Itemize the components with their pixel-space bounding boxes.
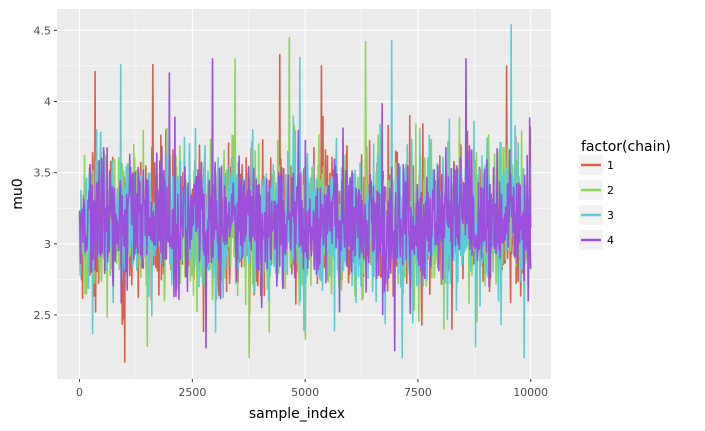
- y-tick-label: 2.5: [34, 309, 52, 322]
- y-axis-ticks: 2.5 3 3.5 4 4.5: [34, 24, 57, 322]
- y-tick-label: 3: [44, 238, 51, 251]
- legend: factor(chain) 1 2 3 4: [579, 139, 671, 250]
- x-tick-label: 10000: [513, 386, 548, 399]
- series-layer: [78, 23, 532, 363]
- y-tick-label: 4: [44, 96, 51, 109]
- legend-label-3: 3: [607, 209, 614, 222]
- x-tick-label: 2500: [178, 386, 206, 399]
- x-axis-ticks: 0 2500 5000 7500 10000: [76, 379, 548, 399]
- legend-items: 1 2 3 4: [579, 155, 614, 250]
- series-4-trace: [78, 58, 532, 352]
- legend-title: factor(chain): [581, 139, 671, 155]
- legend-label-1: 1: [607, 159, 614, 172]
- y-axis-title: mu0: [10, 178, 26, 209]
- legend-label-2: 2: [607, 184, 614, 197]
- legend-label-4: 4: [607, 234, 614, 247]
- x-tick-label: 7500: [404, 386, 432, 399]
- x-axis-title: sample_index: [249, 406, 345, 422]
- x-tick-label: 0: [76, 386, 83, 399]
- y-tick-label: 4.5: [34, 24, 52, 37]
- y-tick-label: 3.5: [34, 167, 52, 180]
- x-tick-label: 5000: [291, 386, 319, 399]
